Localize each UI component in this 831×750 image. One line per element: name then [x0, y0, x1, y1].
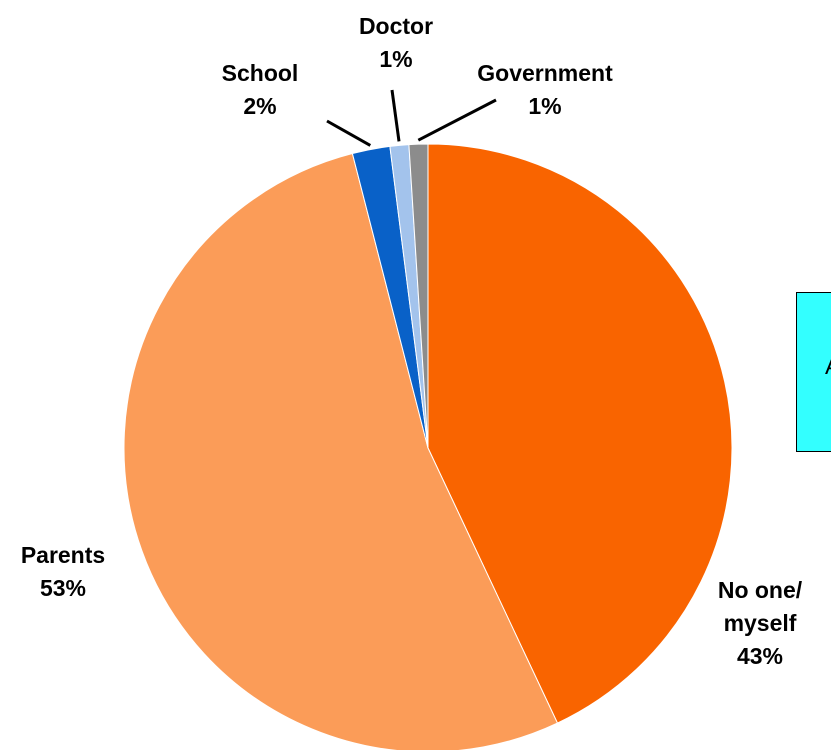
- label-doctor: Doctor 1%: [346, 10, 446, 76]
- label-parents: Parents 53%: [8, 539, 118, 605]
- label-government: Government 1%: [445, 57, 645, 123]
- leader-line-government: [417, 98, 497, 142]
- label-parents-percent: 53%: [39, 575, 87, 601]
- label-school-percent: 2%: [243, 93, 277, 119]
- label-parents-name: Parents: [20, 542, 106, 568]
- label-school: School 2%: [205, 57, 315, 123]
- label-government-percent: 1%: [528, 93, 562, 119]
- label-no-one-myself: No one/ myself 43%: [700, 574, 820, 673]
- pie-slice-government: [408, 143, 429, 449]
- pie-slice-no-one-myself: [427, 143, 733, 724]
- callout-box: A: [796, 292, 831, 452]
- label-no-one-myself-line2: myself: [723, 610, 797, 636]
- leader-line-doctor: [390, 89, 401, 142]
- label-doctor-name: Doctor: [358, 13, 434, 39]
- label-no-one-myself-line1: No one/: [717, 577, 803, 603]
- label-doctor-percent: 1%: [379, 46, 413, 72]
- label-no-one-myself-percent: 43%: [736, 643, 784, 669]
- label-school-name: School: [221, 60, 299, 86]
- leader-line-school: [326, 119, 372, 147]
- callout-text: A: [825, 353, 831, 380]
- pie-slice-parents: [123, 152, 559, 750]
- label-government-name: Government: [477, 60, 613, 86]
